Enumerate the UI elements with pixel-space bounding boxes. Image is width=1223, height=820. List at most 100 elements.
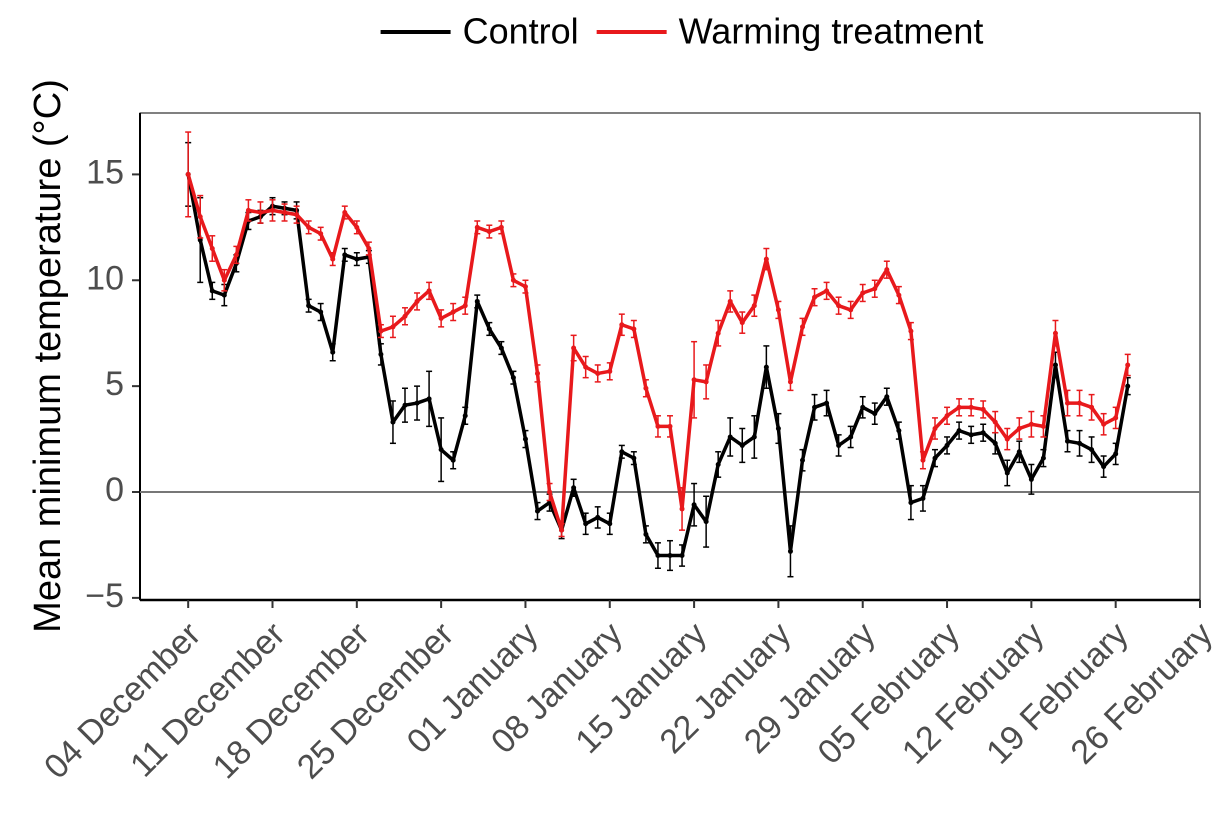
data-point — [1089, 447, 1095, 453]
data-point — [1077, 440, 1083, 446]
data-point — [1113, 451, 1119, 457]
data-point — [1065, 438, 1070, 444]
data-point — [209, 288, 215, 294]
y-tick-label: 0 — [105, 471, 124, 509]
data-point — [607, 521, 613, 527]
data-point — [908, 500, 914, 506]
data-point — [679, 553, 685, 559]
data-point — [330, 256, 336, 262]
data-point — [1089, 404, 1095, 410]
data-point — [944, 442, 950, 448]
data-point — [486, 229, 492, 235]
data-point — [643, 385, 649, 391]
series-line — [186, 173, 1130, 532]
data-point — [992, 440, 998, 446]
data-point — [920, 457, 926, 463]
data-point — [378, 328, 384, 334]
data-point — [631, 455, 637, 461]
data-point — [209, 246, 215, 252]
data-point — [595, 370, 601, 376]
data-point — [896, 428, 902, 434]
data-point — [1004, 470, 1010, 476]
data-point — [498, 224, 504, 230]
data-point — [559, 527, 565, 533]
data-point — [270, 207, 275, 213]
data-point — [1101, 421, 1107, 427]
data-point — [968, 404, 974, 410]
data-point — [872, 411, 878, 417]
data-point — [474, 224, 480, 230]
data-point — [414, 298, 420, 304]
y-tick-label: 5 — [105, 365, 124, 403]
y-tick-label: 10 — [86, 259, 124, 297]
data-point — [848, 307, 854, 313]
data-point — [535, 508, 540, 514]
data-point — [908, 328, 914, 334]
data-point — [920, 495, 926, 501]
plot-frame — [139, 112, 1201, 601]
data-point — [522, 436, 528, 442]
data-point — [390, 419, 396, 425]
data-point — [510, 375, 516, 381]
data-point — [968, 432, 974, 438]
data-point — [836, 303, 842, 309]
data-point — [751, 434, 757, 440]
data-point — [932, 455, 938, 461]
data-point — [1040, 455, 1046, 461]
data-point — [438, 447, 444, 453]
data-point — [992, 419, 998, 425]
data-point — [366, 246, 372, 252]
data-point — [667, 553, 673, 559]
data-point — [775, 425, 781, 431]
data-point — [631, 326, 637, 332]
data-point — [848, 434, 854, 440]
data-point — [872, 286, 878, 292]
data-point — [1101, 464, 1107, 470]
data-point — [643, 531, 649, 537]
data-point — [619, 322, 625, 328]
data-point — [1016, 425, 1022, 431]
data-point — [1125, 362, 1131, 368]
data-point — [679, 506, 685, 512]
data-point — [318, 231, 324, 237]
data-point — [727, 434, 733, 440]
data-point — [294, 212, 300, 218]
y-tick-label: −5 — [85, 577, 124, 615]
data-point — [462, 303, 468, 309]
data-point — [884, 394, 890, 400]
data-point — [607, 368, 613, 374]
data-point — [836, 442, 842, 448]
data-point — [486, 326, 492, 332]
data-point — [932, 425, 938, 431]
y-axis-label: Mean minimum temperature (°C) — [27, 79, 69, 633]
data-point — [354, 224, 360, 230]
data-point — [775, 307, 781, 313]
data-point — [438, 315, 444, 321]
data-point — [522, 284, 528, 290]
data-point — [980, 430, 986, 436]
data-point — [691, 377, 697, 383]
data-point — [800, 324, 805, 330]
data-point — [824, 288, 830, 294]
data-point — [306, 303, 312, 309]
data-point — [715, 330, 721, 336]
data-point — [510, 277, 516, 283]
data-point — [1028, 421, 1034, 427]
data-point — [306, 224, 312, 230]
legend: Control Warming treatment — [380, 11, 984, 52]
data-point — [462, 413, 468, 419]
legend-label: Control — [463, 11, 579, 52]
data-point — [535, 370, 540, 376]
data-point — [354, 256, 360, 262]
data-point — [450, 309, 456, 315]
data-point — [390, 324, 396, 330]
data-point — [896, 292, 902, 298]
data-point — [787, 379, 793, 385]
data-point — [378, 351, 384, 357]
legend-label: Warming treatment — [679, 11, 984, 52]
series-line — [186, 174, 1130, 558]
data-point — [715, 461, 721, 467]
data-point — [547, 489, 553, 495]
data-point — [426, 396, 432, 402]
